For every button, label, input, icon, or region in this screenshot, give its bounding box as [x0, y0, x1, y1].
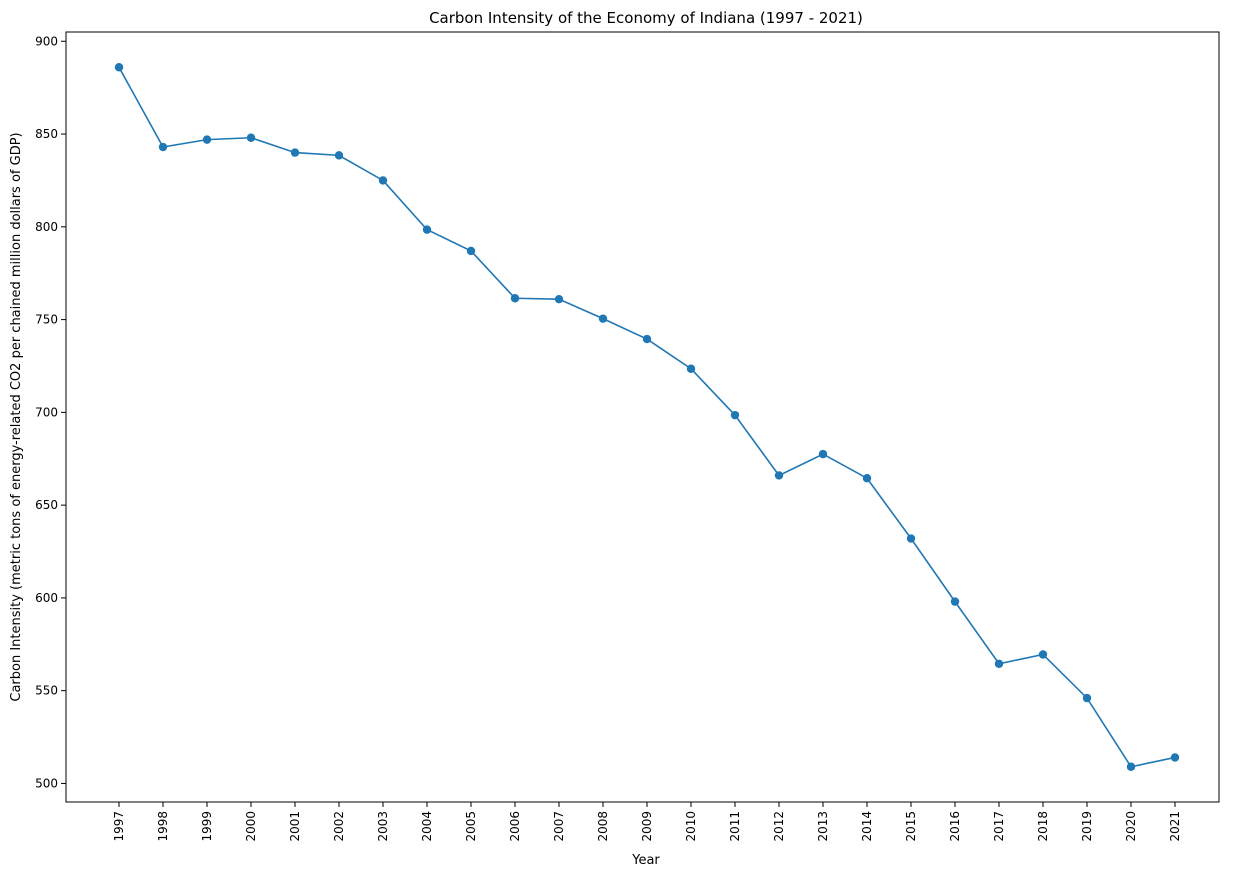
- x-tick-label: 2010: [684, 811, 698, 842]
- y-tick-label: 600: [35, 591, 58, 605]
- data-point: [378, 176, 388, 185]
- x-tick-label: 2008: [596, 811, 610, 842]
- series-line: [118, 66, 1176, 768]
- y-axis-title: Carbon Intensity (metric tons of energy-…: [9, 132, 24, 701]
- data-point: [158, 142, 168, 152]
- x-tick-label: 2003: [376, 811, 390, 842]
- x-tick-label: 2009: [640, 811, 654, 842]
- x-tick-label: 2000: [244, 811, 258, 842]
- data-point: [818, 449, 828, 459]
- x-tick-label: 2017: [992, 811, 1006, 842]
- x-tick-label: 2013: [816, 811, 830, 842]
- x-tick-label: 2002: [332, 811, 346, 842]
- data-point: [246, 133, 256, 142]
- x-tick-label: 2005: [464, 811, 478, 842]
- y-tick-label: 850: [35, 127, 58, 141]
- data-point: [598, 314, 608, 323]
- data-point: [994, 659, 1004, 668]
- x-axis-title: Year: [631, 853, 660, 868]
- data-point: [862, 474, 872, 483]
- x-tick-label: 2020: [1124, 811, 1138, 842]
- y-tick-label: 650: [35, 498, 58, 512]
- data-point: [950, 597, 960, 606]
- x-tick-label: 2021: [1168, 811, 1182, 842]
- x-tick-label: 2012: [772, 811, 786, 842]
- x-tick-label: 2006: [508, 811, 522, 842]
- data-point: [510, 294, 520, 303]
- y-tick-label: 750: [35, 313, 58, 327]
- data-point: [422, 225, 432, 234]
- data-point: [774, 471, 784, 480]
- x-tick-label: 2011: [728, 811, 742, 842]
- x-tick-label: 1999: [200, 811, 214, 842]
- x-tick-label: 2018: [1036, 811, 1050, 842]
- data-point: [1170, 753, 1180, 762]
- x-tick-label: 1997: [112, 811, 126, 842]
- data-point: [1082, 693, 1092, 703]
- data-point: [730, 410, 740, 420]
- chart-title: Carbon Intensity of the Economy of India…: [429, 9, 863, 27]
- y-tick-label: 500: [35, 776, 58, 790]
- x-tick-label: 2001: [288, 811, 302, 842]
- data-point: [1126, 762, 1136, 771]
- x-tick-label: 2007: [552, 811, 566, 842]
- x-tick-label: 2015: [904, 811, 918, 842]
- x-tick-label: 2016: [948, 811, 962, 842]
- y-tick-label: 550: [35, 684, 58, 698]
- y-tick-label: 800: [35, 220, 58, 234]
- data-point: [114, 63, 124, 72]
- data-point: [906, 534, 916, 543]
- y-tick-label: 700: [35, 405, 58, 419]
- data-point: [642, 334, 652, 344]
- y-tick-label: 900: [35, 34, 58, 48]
- x-tick-label: 1998: [156, 811, 170, 842]
- plot-frame: [65, 31, 1220, 803]
- x-tick-label: 2004: [420, 811, 434, 842]
- data-point: [202, 135, 212, 144]
- x-tick-label: 2019: [1080, 811, 1094, 842]
- data-point: [554, 294, 564, 304]
- data-point: [466, 246, 476, 256]
- x-tick-label: 2014: [860, 811, 874, 842]
- data-point: [1038, 650, 1048, 659]
- plot-area: 500 550 600 650 700 750 800 850 900 1997 1998 1999 2…: [35, 31, 1220, 842]
- data-point: [686, 364, 696, 373]
- data-point: [334, 151, 344, 160]
- data-point: [290, 148, 300, 157]
